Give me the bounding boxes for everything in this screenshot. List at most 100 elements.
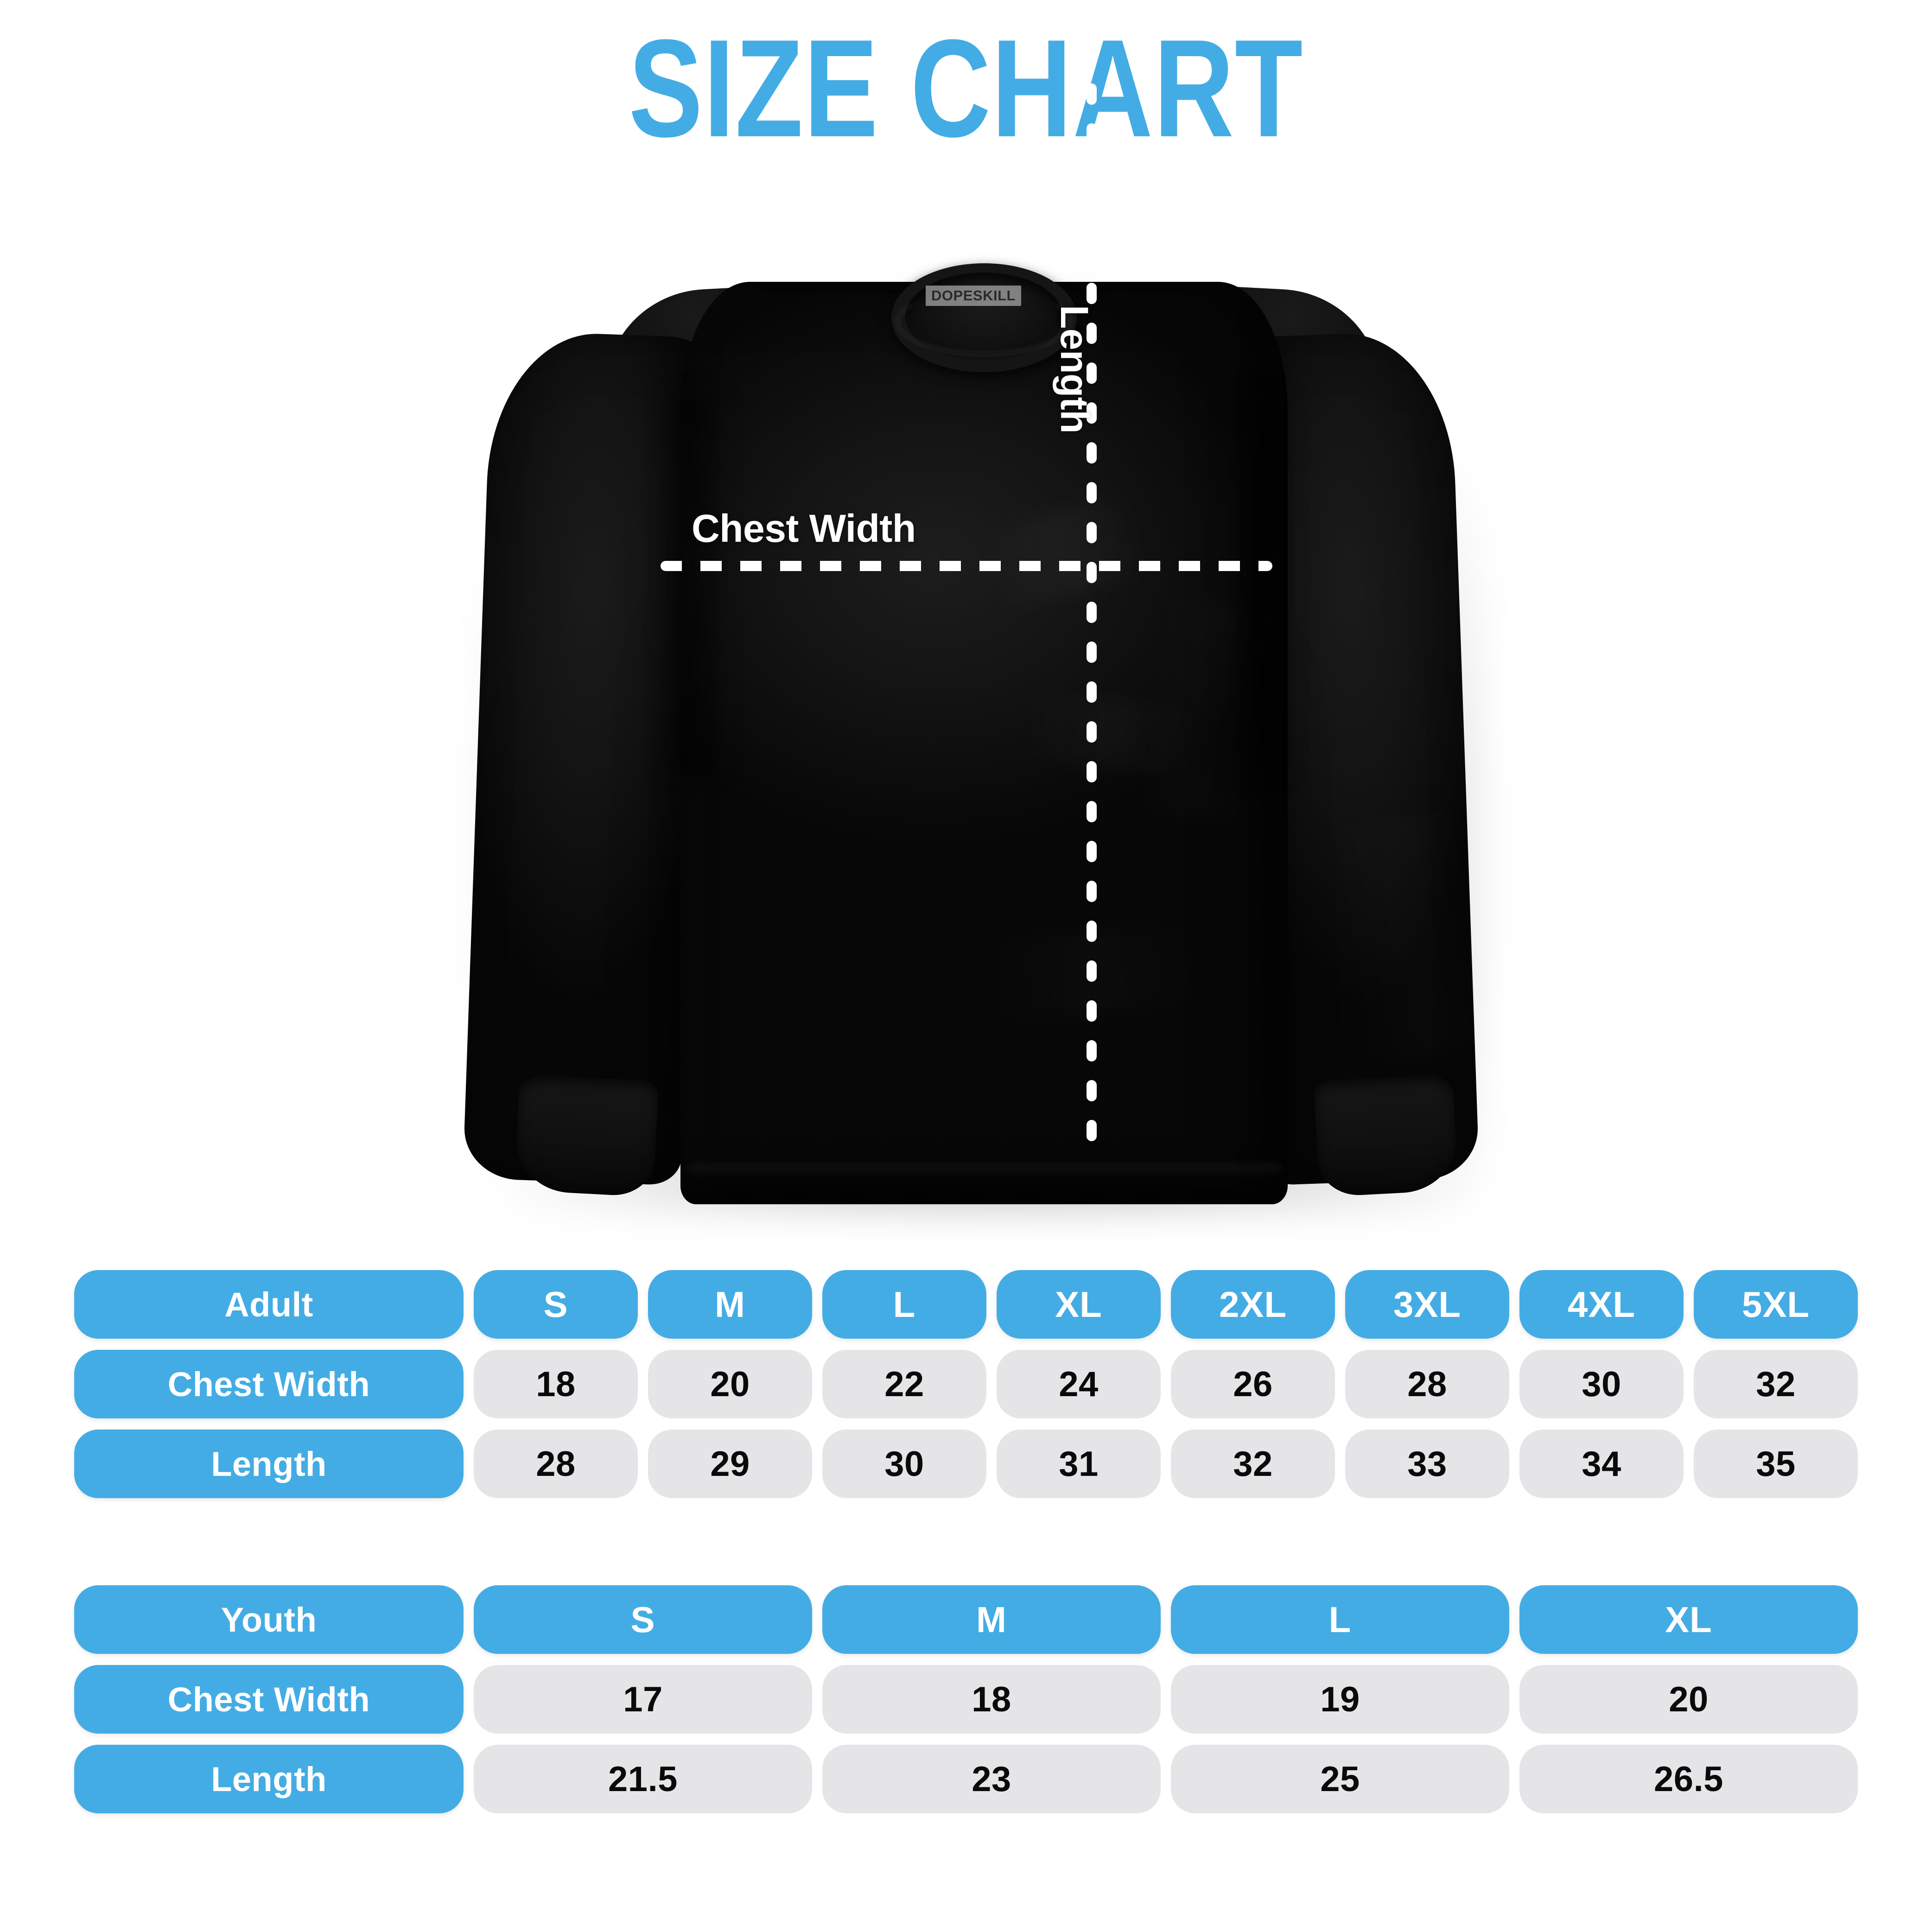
chest-width-annotation: Chest Width <box>692 507 916 550</box>
dash-segment <box>1087 1080 1097 1101</box>
dash-segment <box>1087 881 1097 902</box>
measurement-value: 18 <box>822 1665 1161 1734</box>
dash-segment <box>1087 482 1097 503</box>
measurement-value: 29 <box>648 1430 812 1498</box>
neck-brand-label: DOPESKILL <box>926 286 1021 306</box>
chest-width-dashed-line <box>661 561 1272 571</box>
dash-segment <box>1087 1040 1097 1061</box>
fabric-crease <box>1011 689 1212 779</box>
measurement-value: 20 <box>648 1350 812 1418</box>
dash-segment <box>900 561 921 571</box>
measurement-value: 32 <box>1694 1350 1858 1418</box>
size-header-adult-s[interactable]: S <box>474 1270 638 1339</box>
table-group-label-adult: Adult <box>74 1270 464 1339</box>
size-header-adult-5xl[interactable]: 5XL <box>1694 1270 1858 1339</box>
dash-segment <box>1087 1120 1097 1141</box>
size-header-adult-xl[interactable]: XL <box>997 1270 1161 1339</box>
dash-segment <box>1087 283 1097 304</box>
measurement-label-chest-width: Chest Width <box>74 1665 464 1734</box>
size-header-youth-l[interactable]: L <box>1171 1585 1509 1654</box>
dash-segment <box>1087 123 1097 145</box>
length-dashed-line <box>1087 83 1097 1168</box>
adult-size-table: Adult S M L XL 2XL 3XL 4XL 5XL Chest Width 18 20 22 2… <box>0 1270 1932 1509</box>
dash-segment <box>1179 561 1200 571</box>
length-annotation: Length <box>1053 305 1096 433</box>
page-title: SIZE CHART <box>629 10 1303 166</box>
measurement-label-length: Length <box>74 1745 464 1813</box>
measurement-label-chest-width: Chest Width <box>74 1350 464 1418</box>
dash-segment <box>780 561 801 571</box>
bottom-hem <box>686 1163 1284 1177</box>
dash-segment <box>700 561 722 571</box>
size-header-adult-m[interactable]: M <box>648 1270 812 1339</box>
dash-segment <box>1087 721 1097 743</box>
size-header-adult-4xl[interactable]: 4XL <box>1519 1270 1684 1339</box>
dash-segment <box>1087 362 1097 384</box>
size-header-youth-s[interactable]: S <box>474 1585 812 1654</box>
dash-segment <box>1087 761 1097 782</box>
size-header-adult-2xl[interactable]: 2XL <box>1171 1270 1335 1339</box>
armhole-shadow-left <box>658 394 728 774</box>
cuff-left <box>514 1074 659 1197</box>
armhole-shadow-right <box>1224 394 1293 774</box>
measurement-value: 23 <box>822 1745 1161 1813</box>
dash-segment <box>1087 163 1097 184</box>
table-row: Chest Width 17 18 19 20 <box>0 1665 1932 1734</box>
dash-segment <box>1099 561 1120 571</box>
dash-segment <box>940 561 961 571</box>
dash-segment <box>1087 203 1097 224</box>
dash-segment <box>860 561 881 571</box>
dash-segment <box>740 561 762 571</box>
measurement-value: 28 <box>1345 1350 1509 1418</box>
measurement-value: 30 <box>1519 1350 1684 1418</box>
dash-segment <box>1087 562 1097 583</box>
size-header-youth-m[interactable]: M <box>822 1585 1161 1654</box>
measurement-value: 34 <box>1519 1430 1684 1498</box>
size-header-adult-3xl[interactable]: 3XL <box>1345 1270 1509 1339</box>
measurement-value: 17 <box>474 1665 812 1734</box>
neck-brand-text: DOPESKILL <box>931 287 1016 304</box>
measurement-value: 35 <box>1694 1430 1858 1498</box>
dash-segment <box>1019 561 1041 571</box>
size-header-adult-l[interactable]: L <box>822 1270 986 1339</box>
dash-segment <box>1087 522 1097 543</box>
measurement-value: 20 <box>1519 1665 1858 1734</box>
dash-segment <box>1087 642 1097 663</box>
dash-segment <box>661 561 682 571</box>
dash-segment <box>1087 1000 1097 1022</box>
dash-segment <box>1087 960 1097 982</box>
dash-segment <box>1087 402 1097 424</box>
measurement-label-length: Length <box>74 1430 464 1498</box>
measurement-value: 25 <box>1171 1745 1509 1813</box>
dash-segment <box>1087 841 1097 862</box>
dash-segment <box>1087 83 1097 105</box>
table-row: Length 21.5 23 25 26.5 <box>0 1745 1932 1813</box>
size-header-youth-xl[interactable]: XL <box>1519 1585 1858 1654</box>
table-row-header-adult: Adult S M L XL 2XL 3XL 4XL 5XL <box>0 1270 1932 1339</box>
measurement-value: 18 <box>474 1350 638 1418</box>
measurement-value: 30 <box>822 1430 986 1498</box>
dash-segment <box>1219 561 1240 571</box>
dash-segment <box>1087 602 1097 623</box>
dash-segment <box>820 561 841 571</box>
table-row: Length 28 29 30 31 32 33 34 35 <box>0 1430 1932 1498</box>
measurement-value: 28 <box>474 1430 638 1498</box>
table-group-label-youth: Youth <box>74 1585 464 1654</box>
dash-segment <box>1139 561 1160 571</box>
dash-segment <box>1087 442 1097 464</box>
measurement-value: 33 <box>1345 1430 1509 1498</box>
measurement-value: 24 <box>997 1350 1161 1418</box>
dash-segment <box>1059 561 1080 571</box>
dash-segment <box>979 561 1001 571</box>
dash-segment <box>1087 323 1097 344</box>
garment-illustration: DOPESKILL Chest Width Length <box>408 83 1530 1238</box>
dash-segment <box>1087 801 1097 822</box>
dash-segment <box>1087 243 1097 264</box>
shirt-torso <box>680 282 1516 1204</box>
fabric-crease <box>979 493 1152 613</box>
table-row-header-youth: Youth S M L XL <box>0 1585 1932 1654</box>
cuff-right <box>1313 1074 1459 1197</box>
measurement-value: 22 <box>822 1350 986 1418</box>
measurement-value: 19 <box>1171 1665 1509 1734</box>
measurement-value: 26 <box>1171 1350 1335 1418</box>
